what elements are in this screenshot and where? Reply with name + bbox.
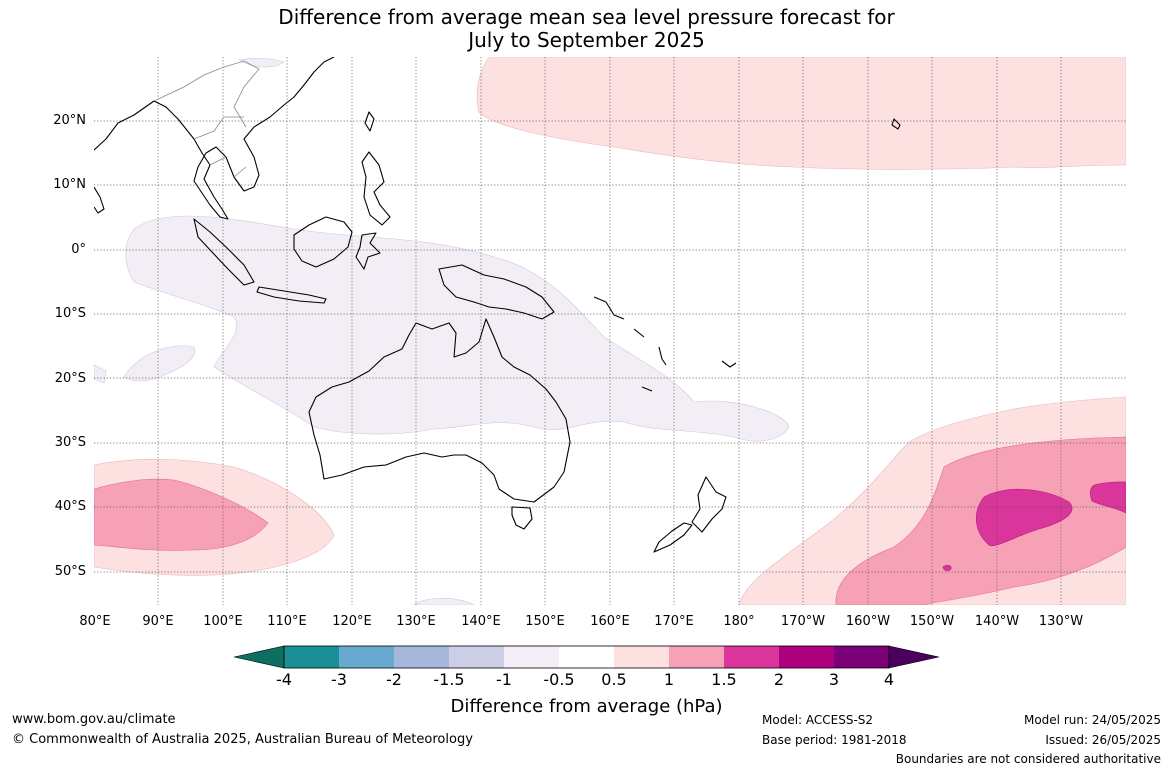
lon-label: 160°W <box>845 614 891 629</box>
lat-label: 20°S <box>54 371 86 386</box>
lon-label: 100°E <box>203 614 243 629</box>
colorbar-tick: 4 <box>883 670 895 689</box>
lon-label: 170°E <box>654 614 694 629</box>
colorbar-tick: 1.5 <box>711 670 737 689</box>
colorbar-tick: 0.5 <box>601 670 627 689</box>
island-coastline <box>593 296 625 320</box>
footer-issued: Issued: 26/05/2025 <box>1045 733 1161 747</box>
lat-label: 20°N <box>53 113 86 128</box>
lon-label: 160°E <box>590 614 630 629</box>
footer-copyright: © Commonwealth of Australia 2025, Austra… <box>12 732 473 747</box>
negative-anomaly-region <box>94 364 107 384</box>
sumatra-coastline <box>193 218 255 286</box>
lat-label: 30°S <box>54 435 86 450</box>
pressure-anomaly-map <box>94 57 1126 605</box>
colorbar-bin <box>504 646 559 668</box>
new-zealand-coastline <box>653 522 693 553</box>
footer-model-run: Model run: 24/05/2025 <box>1023 713 1161 727</box>
sulawesi-coastline <box>355 232 381 270</box>
footer-base-period: Base period: 1981-2018 <box>762 733 907 747</box>
positive-anomaly-region <box>94 478 269 551</box>
footer-url: www.bom.gov.au/climate <box>12 712 176 727</box>
colorbar-bin <box>394 646 449 668</box>
negative-anomaly-region <box>123 345 196 382</box>
coastlines <box>94 57 901 553</box>
lon-label: 150°E <box>525 614 565 629</box>
colorbar-bin <box>449 646 504 668</box>
island-coastline <box>641 386 653 392</box>
colorbar-bin <box>669 646 724 668</box>
lat-label: 40°S <box>54 499 86 514</box>
colorbar-bin <box>834 646 889 668</box>
lon-label: 130°W <box>1038 614 1084 629</box>
colorbar-tick: -0.5 <box>543 670 575 689</box>
australia-coastline <box>308 318 571 503</box>
lat-label: 0° <box>71 242 86 257</box>
colorbar-bin <box>724 646 779 668</box>
colorbar-tick: 3 <box>828 670 840 689</box>
lon-label: 140°W <box>974 614 1020 629</box>
colorbar-bin <box>284 646 339 668</box>
philippines-coastline <box>361 151 391 226</box>
lon-label: 180° <box>723 614 755 629</box>
lon-label: 80°E <box>79 614 111 629</box>
island-coastline <box>633 328 645 338</box>
lat-label: 50°S <box>54 564 86 579</box>
lon-label: 150°W <box>909 614 955 629</box>
colorbar-bin <box>559 646 614 668</box>
asia-coastline <box>94 186 105 214</box>
colorbar-tick: -2 <box>386 670 402 689</box>
colorbar-tick: 2 <box>773 670 785 689</box>
graticule <box>94 57 1126 605</box>
lon-label: 110°E <box>267 614 307 629</box>
lat-label: 10°N <box>53 177 86 192</box>
java-coastline <box>256 286 327 304</box>
colorbar <box>234 645 940 669</box>
new-zealand-coastline <box>691 476 727 533</box>
taiwan-coastline <box>364 111 375 132</box>
country-borders <box>153 60 260 178</box>
asia-coastline <box>94 57 335 220</box>
colorbar-tick: -1.5 <box>433 670 465 689</box>
lon-label: 120°E <box>332 614 372 629</box>
lon-label: 90°E <box>142 614 174 629</box>
colorbar-bin <box>614 646 669 668</box>
colorbar-bin <box>779 646 834 668</box>
footer-model: Model: ACCESS-S2 <box>762 713 874 727</box>
positive-anomaly-region <box>942 564 952 572</box>
footer-disclaimer: Boundaries are not considered authoritat… <box>895 752 1161 766</box>
island-coastline <box>721 360 737 368</box>
map-title-line2: July to September 2025 <box>468 28 705 52</box>
colorbar-tick: -4 <box>276 670 292 689</box>
colorbar-label: Difference from average (hPa) <box>450 696 723 717</box>
colorbar-tick: -1 <box>496 670 512 689</box>
lat-label: 10°S <box>54 306 86 321</box>
island-coastline <box>658 346 667 366</box>
positive-anomaly-region <box>976 488 1073 547</box>
lon-label: 130°E <box>396 614 436 629</box>
lon-label: 140°E <box>461 614 501 629</box>
colorbar-bin <box>339 646 394 668</box>
borneo-coastline <box>293 216 353 268</box>
colorbar-tick: -3 <box>331 670 347 689</box>
negative-anomaly-region <box>413 597 475 605</box>
positive-anomaly-region <box>476 57 1126 170</box>
tasmania-coastline <box>511 506 533 530</box>
new-guinea-coastline <box>438 264 555 320</box>
lon-label: 170°W <box>780 614 826 629</box>
colorbar-tick: 1 <box>663 670 675 689</box>
map-title-line1: Difference from average mean sea level p… <box>278 5 895 29</box>
colorbar-arrow-high <box>888 645 940 669</box>
colorbar-arrow-low <box>234 645 285 669</box>
hawaii-coastline <box>891 118 901 130</box>
